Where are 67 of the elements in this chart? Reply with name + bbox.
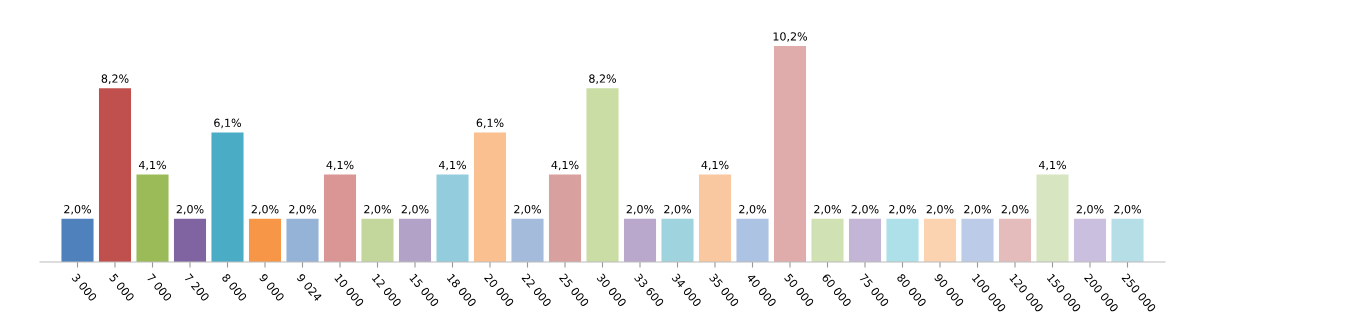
bar: [773, 46, 807, 262]
x-tick-label: 75 000: [859, 273, 890, 308]
bar: [211, 132, 244, 262]
data-label: 2,0%: [364, 205, 391, 215]
data-label: 4,1%: [326, 160, 354, 171]
bar: [323, 174, 357, 262]
data-label: 4,1%: [438, 160, 466, 171]
bar: [998, 218, 1032, 262]
data-label: 4,1%: [701, 160, 729, 171]
bar: [548, 174, 582, 262]
x-tick-label: 20 000: [483, 273, 515, 308]
bar: [586, 88, 619, 262]
data-label: 2,0%: [739, 205, 766, 215]
data-label: 2,0%: [1114, 205, 1141, 215]
bar: [1036, 174, 1069, 262]
bar: [248, 218, 282, 262]
bar: [398, 218, 432, 262]
bar: [61, 218, 94, 262]
data-label: 2,0%: [964, 205, 991, 215]
data-label: 2,0%: [1076, 205, 1104, 215]
bar: [511, 218, 544, 262]
bar: [473, 132, 507, 262]
data-label: 2,0%: [926, 205, 954, 215]
data-label: 2,0%: [851, 205, 879, 215]
data-label: 2,0%: [251, 205, 279, 215]
bar: [136, 174, 169, 262]
bar: [736, 218, 769, 262]
data-label: 2,0%: [889, 205, 916, 215]
bar: [698, 174, 732, 262]
bar: [923, 218, 957, 262]
data-label: 2,0%: [514, 205, 541, 215]
bar: [173, 218, 207, 262]
x-tick-label: 25 000: [558, 273, 590, 308]
x-tick-label: 35 000: [708, 273, 740, 308]
data-label: 2,0%: [289, 205, 316, 215]
bar: [886, 218, 919, 262]
bar: [361, 218, 394, 262]
x-tick-label: 15 000: [409, 273, 440, 308]
bar: [811, 218, 844, 262]
data-label: 2,0%: [64, 205, 91, 215]
data-label: 6,1%: [214, 118, 241, 129]
x-tick-label: 50 000: [783, 273, 815, 308]
bar: [436, 174, 469, 262]
data-label: 2,0%: [1001, 205, 1029, 215]
bar: [961, 218, 994, 262]
data-label: 8,2%: [101, 74, 129, 84]
data-label: 8,2%: [589, 74, 616, 84]
bar: [98, 88, 132, 262]
data-label: 4,1%: [551, 160, 579, 171]
data-label: 10,2%: [773, 32, 808, 42]
data-label: 4,1%: [1038, 160, 1066, 171]
bar: [1111, 218, 1144, 262]
data-label: 6,1%: [476, 118, 504, 129]
bar: [623, 218, 657, 262]
x-tick-label: 10 000: [334, 273, 365, 308]
data-label: 2,0%: [401, 205, 429, 215]
bar: [848, 218, 882, 262]
x-tick-label: 90 000: [933, 273, 965, 308]
bar: [661, 218, 694, 262]
data-label: 2,0%: [626, 205, 654, 215]
bar: [286, 218, 319, 262]
x-tick-label: 33 600: [633, 273, 665, 308]
data-label: 2,0%: [176, 205, 204, 215]
data-label: 2,0%: [814, 205, 841, 215]
data-label: 2,0%: [664, 205, 691, 215]
bar: [1073, 218, 1107, 262]
data-label: 4,1%: [138, 160, 166, 171]
